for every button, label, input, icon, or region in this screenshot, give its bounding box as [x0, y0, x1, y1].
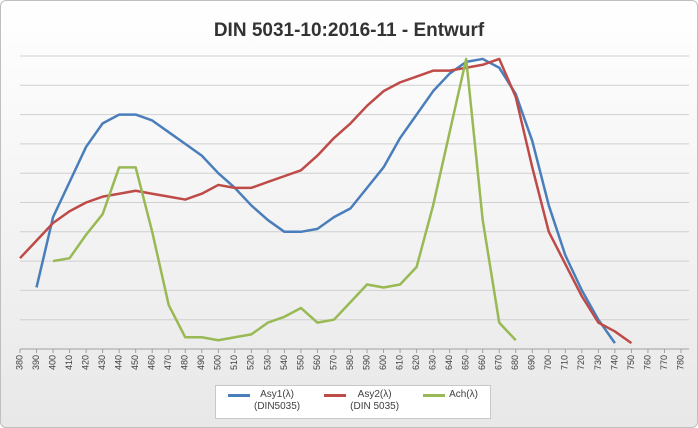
x-tick-label: 590 [361, 355, 371, 370]
x-tick-label: 440 [114, 355, 124, 370]
legend-label: Ach(λ) [449, 389, 478, 400]
x-tick-label: 570 [328, 355, 338, 370]
x-tick-label: 780 [675, 355, 685, 370]
x-tick-label: 510 [229, 355, 239, 370]
legend-label: Asy1(λ) (DIN5035) [254, 389, 301, 412]
x-tick-label: 760 [642, 355, 652, 370]
x-tick-label: 380 [14, 355, 24, 370]
x-tick-label: 450 [130, 355, 140, 370]
x-tick-label: 550 [295, 355, 305, 370]
x-tick-label: 730 [593, 355, 603, 370]
x-tick-label: 660 [477, 355, 487, 370]
x-tick-label: 520 [246, 355, 256, 370]
x-tick-label: 750 [626, 355, 636, 370]
x-tick-label: 610 [394, 355, 404, 370]
x-tick-label: 770 [659, 355, 669, 370]
x-tick-label: 470 [163, 355, 173, 370]
series-line [52, 57, 517, 342]
x-tick-label: 720 [576, 355, 586, 370]
x-tick-label: 400 [47, 355, 57, 370]
legend-item: Ach(λ) [423, 389, 478, 401]
x-tick-label: 490 [196, 355, 206, 370]
x-tick-label: 390 [31, 355, 41, 370]
legend-item: Asy1(λ) (DIN5035) [228, 389, 300, 413]
x-tick-label: 460 [147, 355, 157, 370]
x-tick-label: 740 [609, 355, 619, 370]
x-tick-label: 680 [510, 355, 520, 370]
legend-swatch [324, 394, 347, 397]
legend: Asy1(λ) (DIN5035) Asy2(λ) (DIN 5035) Ach(λ… [215, 385, 491, 419]
series-line [19, 57, 633, 345]
x-tick-label: 500 [213, 355, 223, 370]
x-tick-label: 640 [444, 355, 454, 370]
x-tick-label: 690 [527, 355, 537, 370]
x-tick-label: 600 [378, 355, 388, 370]
x-tick-label: 540 [279, 355, 289, 370]
series-line [35, 57, 616, 344]
legend-item: Asy2(λ) (DIN 5035) [324, 389, 399, 413]
x-tick-label: 530 [262, 355, 272, 370]
x-tick-label: 700 [543, 355, 553, 370]
legend-label: Asy2(λ) (DIN 5035) [350, 389, 400, 412]
x-tick-label: 410 [64, 355, 74, 370]
x-tick-label: 430 [97, 355, 107, 370]
x-tick-label: 580 [345, 355, 355, 370]
x-tick-label: 560 [312, 355, 322, 370]
legend-swatch [228, 394, 250, 397]
x-tick-label: 420 [80, 355, 90, 370]
x-tick-label: 650 [461, 355, 471, 370]
x-tick-label: 710 [560, 355, 570, 370]
x-tick-label: 480 [180, 355, 190, 370]
x-tick-label: 620 [411, 355, 421, 370]
x-tick-label: 670 [494, 355, 504, 370]
chart-title: DIN 5031-10:2016-11 - Entwurf [214, 20, 485, 41]
x-tick-label: 630 [428, 355, 438, 370]
legend-swatch [423, 394, 446, 397]
